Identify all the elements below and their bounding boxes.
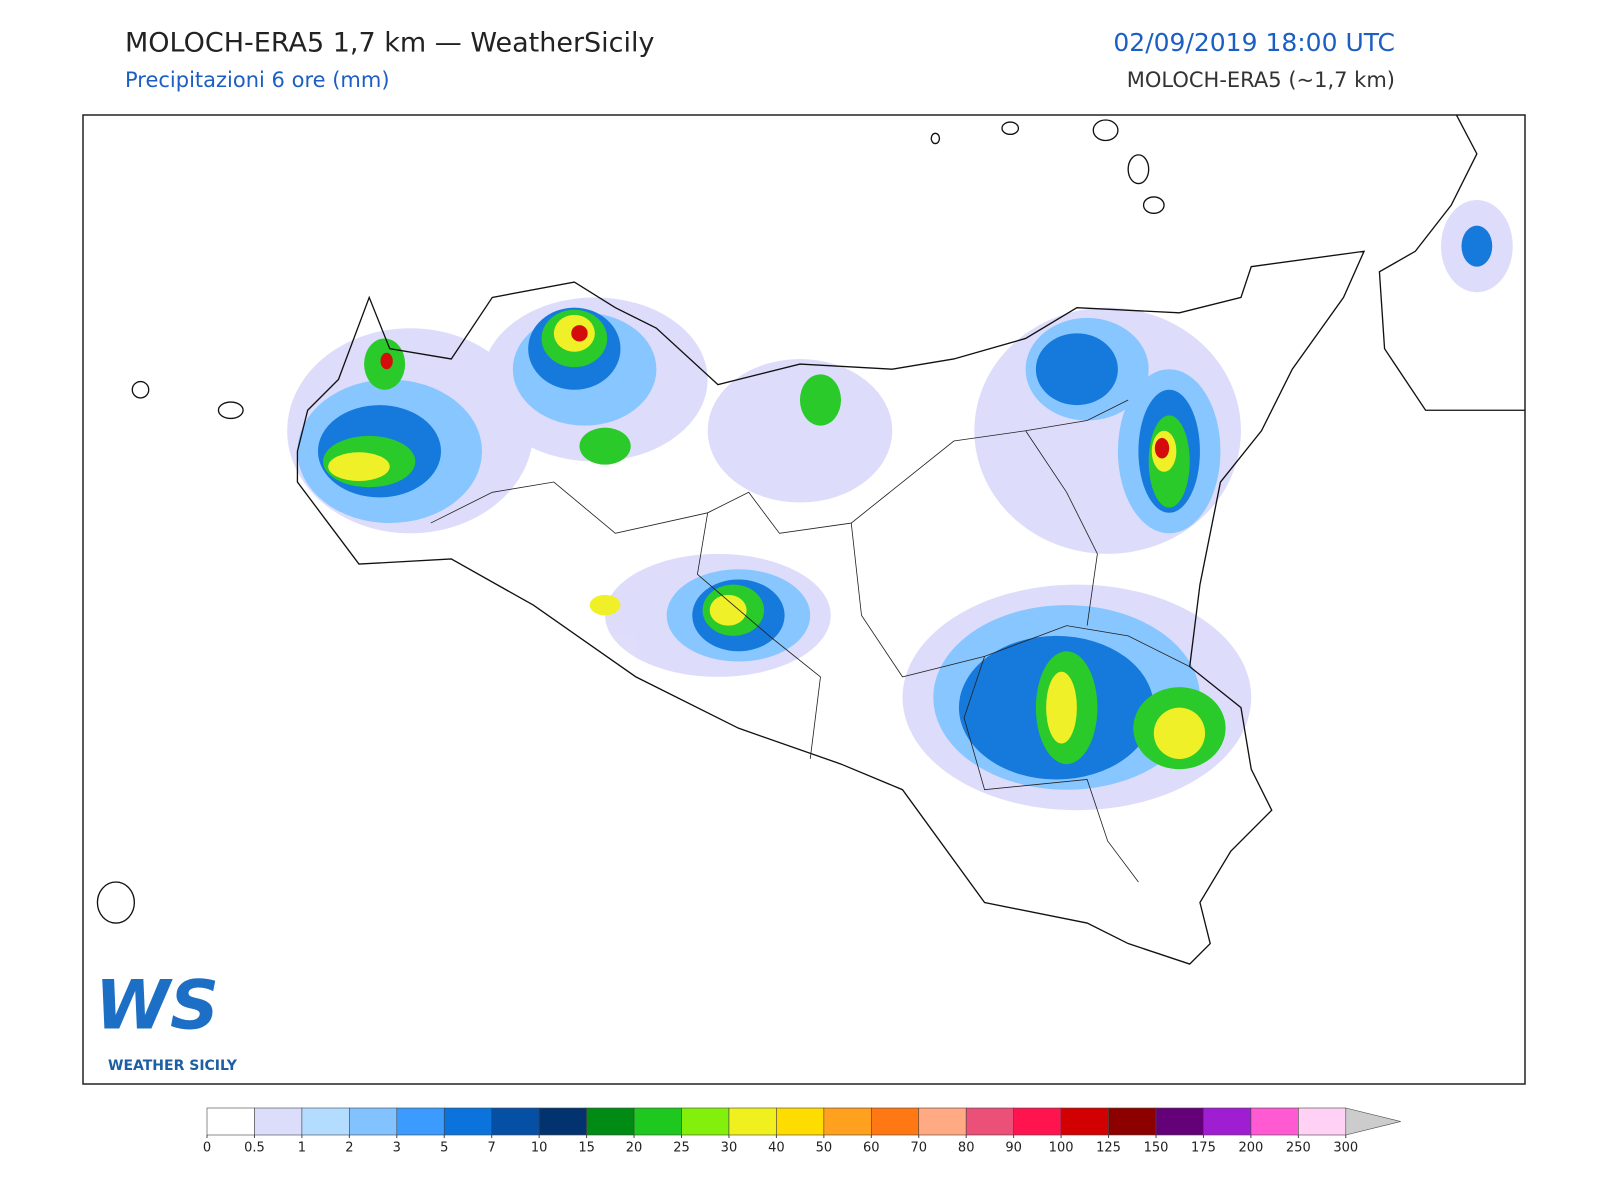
colorbar-bin xyxy=(1298,1107,1347,1136)
colorbar-tick-label: 10 xyxy=(531,1141,548,1156)
colorbar-bin xyxy=(586,1107,635,1136)
colorbar-bin xyxy=(965,1107,1014,1136)
colorbar-tick-label: 300 xyxy=(1333,1141,1358,1156)
subtitle: Precipitazioni 6 ore (mm) xyxy=(125,68,390,92)
colorbar: 0 0.5 1 2 3 5 7 10 15 20 25 30 40 50 60 70 80 90 100 125 150… xyxy=(203,1107,1401,1156)
colorbar-bin xyxy=(538,1107,587,1136)
colorbar-bin xyxy=(728,1107,777,1136)
province-borders xyxy=(430,399,1190,883)
colorbar-bin xyxy=(396,1107,445,1136)
colorbar-bin xyxy=(633,1107,682,1136)
coastline xyxy=(96,114,1526,965)
colorbar-tick-label: 80 xyxy=(958,1141,975,1156)
colorbar-bin xyxy=(1060,1107,1109,1136)
colorbar-tick-label: 0.5 xyxy=(244,1141,265,1156)
precipitation-field xyxy=(287,199,1513,811)
colorbar-bin xyxy=(1250,1107,1299,1136)
colorbar-tick-label: 40 xyxy=(768,1141,785,1156)
date: 02/09/2019 18:00 UTC xyxy=(1113,28,1395,57)
colorbar-tick-label: 70 xyxy=(910,1141,927,1156)
colorbar-tick-label: 90 xyxy=(1005,1141,1022,1156)
colorbar-tick-label: 7 xyxy=(488,1141,496,1156)
colorbar-bin xyxy=(1108,1107,1157,1136)
colorbar-tick-label: 3 xyxy=(393,1141,401,1156)
colorbar-tick-label: 30 xyxy=(721,1141,738,1156)
colorbar-bin xyxy=(349,1107,398,1136)
colorbar-tick-label: 175 xyxy=(1191,1141,1216,1156)
colorbar-tick-label: 200 xyxy=(1238,1141,1263,1156)
colorbar-bin xyxy=(491,1107,540,1136)
colorbar-tick-label: 60 xyxy=(863,1141,880,1156)
colorbar-tick-label: 150 xyxy=(1144,1141,1169,1156)
colorbar-bin xyxy=(1013,1107,1062,1136)
colorbar-bin xyxy=(301,1107,350,1136)
colorbar-tick-label: 0 xyxy=(203,1141,211,1156)
colorbar-bin xyxy=(681,1107,730,1136)
logo-mark: WS xyxy=(95,967,219,1046)
colorbar-tick-label: 250 xyxy=(1286,1141,1311,1156)
map-content xyxy=(96,114,1526,965)
colorbar-tick-label: 50 xyxy=(816,1141,833,1156)
colorbar-tick-label: 20 xyxy=(626,1141,643,1156)
colorbar-bin xyxy=(206,1107,255,1136)
colorbar-bin xyxy=(918,1107,967,1136)
title: MOLOCH-ERA5 1,7 km — WeatherSicily xyxy=(125,28,655,59)
logo-text: WEATHER SICILY xyxy=(108,1058,238,1074)
colorbar-tick-label: 5 xyxy=(440,1141,448,1156)
colorbar-tick-label: 2 xyxy=(345,1141,353,1156)
colorbar-bin xyxy=(1155,1107,1204,1136)
colorbar-bin xyxy=(776,1107,825,1136)
colorbar-bin xyxy=(823,1107,872,1136)
colorbar-extend xyxy=(1345,1107,1401,1136)
colorbar-tick-label: 125 xyxy=(1096,1141,1121,1156)
colorbar-tick-label: 1 xyxy=(298,1141,306,1156)
colorbar-bin xyxy=(870,1107,920,1136)
colorbar-tick-label: 100 xyxy=(1049,1141,1074,1156)
colorbar-bin xyxy=(1203,1107,1252,1136)
logo: WS WEATHER SICILY xyxy=(95,967,238,1074)
model-label: MOLOCH-ERA5 (~1,7 km) xyxy=(1127,68,1395,92)
colorbar-tick-label: 15 xyxy=(578,1141,595,1156)
colorbar-bin xyxy=(443,1107,493,1136)
colorbar-tick-label: 25 xyxy=(673,1141,690,1156)
colorbar-bin xyxy=(254,1107,303,1136)
map: WS WEATHER SICILY xyxy=(82,114,1526,1085)
